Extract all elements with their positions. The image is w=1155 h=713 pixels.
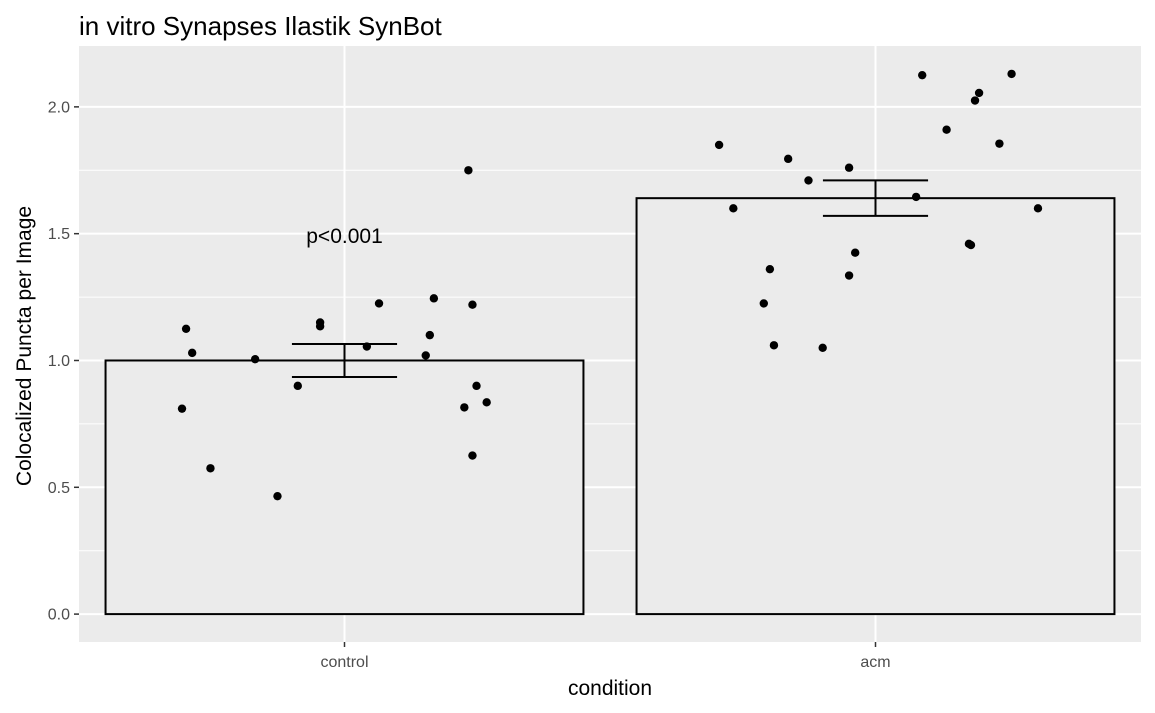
data-point — [362, 342, 372, 351]
x-tick-label: control — [320, 654, 368, 671]
x-axis: control acm — [320, 642, 891, 671]
annotations: p<0.001 — [306, 225, 383, 248]
data-point — [464, 166, 473, 175]
p-value-annotation: p<0.001 — [306, 225, 383, 248]
data-point — [818, 343, 827, 353]
data-point — [315, 322, 325, 331]
x-tick-label: acm — [860, 654, 890, 671]
data-point — [468, 300, 477, 309]
data-point — [769, 341, 779, 350]
data-point — [472, 381, 481, 391]
jitter-points — [177, 69, 1043, 501]
data-point — [729, 204, 738, 213]
data-point — [1007, 69, 1016, 79]
data-point — [374, 299, 384, 308]
data-point — [421, 351, 430, 360]
bar-control — [104, 359, 585, 616]
data-point — [250, 355, 260, 364]
data-point — [177, 404, 187, 413]
data-point — [783, 154, 793, 164]
data-point — [206, 464, 215, 473]
bar-acm — [635, 197, 1116, 616]
y-axis-title: Colocalized Puncta per Image — [13, 206, 36, 486]
y-tick-label: 1.5 — [48, 226, 70, 243]
data-point — [765, 264, 775, 274]
data-point — [293, 381, 302, 391]
data-point — [804, 176, 813, 185]
data-point — [460, 403, 469, 412]
data-point — [995, 139, 1004, 148]
data-point — [911, 192, 921, 202]
data-point — [1033, 204, 1043, 213]
data-point — [966, 240, 976, 250]
data-point — [181, 324, 191, 333]
data-point — [759, 299, 768, 308]
y-tick-label: 2.0 — [48, 99, 70, 116]
data-point — [714, 140, 724, 150]
data-point — [974, 88, 984, 98]
data-point — [844, 271, 854, 280]
bars — [104, 197, 1116, 616]
y-tick-label: 1.0 — [48, 353, 70, 370]
y-axis: 0.0 0.5 1.0 1.5 2.0 — [48, 99, 79, 624]
data-point — [918, 70, 927, 80]
error-bars — [291, 179, 929, 378]
data-point — [429, 294, 439, 303]
data-point — [273, 491, 282, 501]
chart-title: in vitro Synapses Ilastik SynBot — [79, 11, 442, 41]
x-axis-title: condition — [568, 677, 652, 700]
data-point — [970, 96, 980, 105]
y-tick-label: 0.0 — [48, 607, 70, 624]
data-point — [468, 451, 477, 460]
data-point — [844, 163, 854, 172]
data-point — [187, 348, 197, 358]
data-point — [425, 330, 435, 340]
data-point — [482, 398, 491, 407]
y-tick-label: 0.5 — [48, 480, 70, 497]
data-point — [850, 248, 860, 257]
data-point — [942, 125, 951, 134]
